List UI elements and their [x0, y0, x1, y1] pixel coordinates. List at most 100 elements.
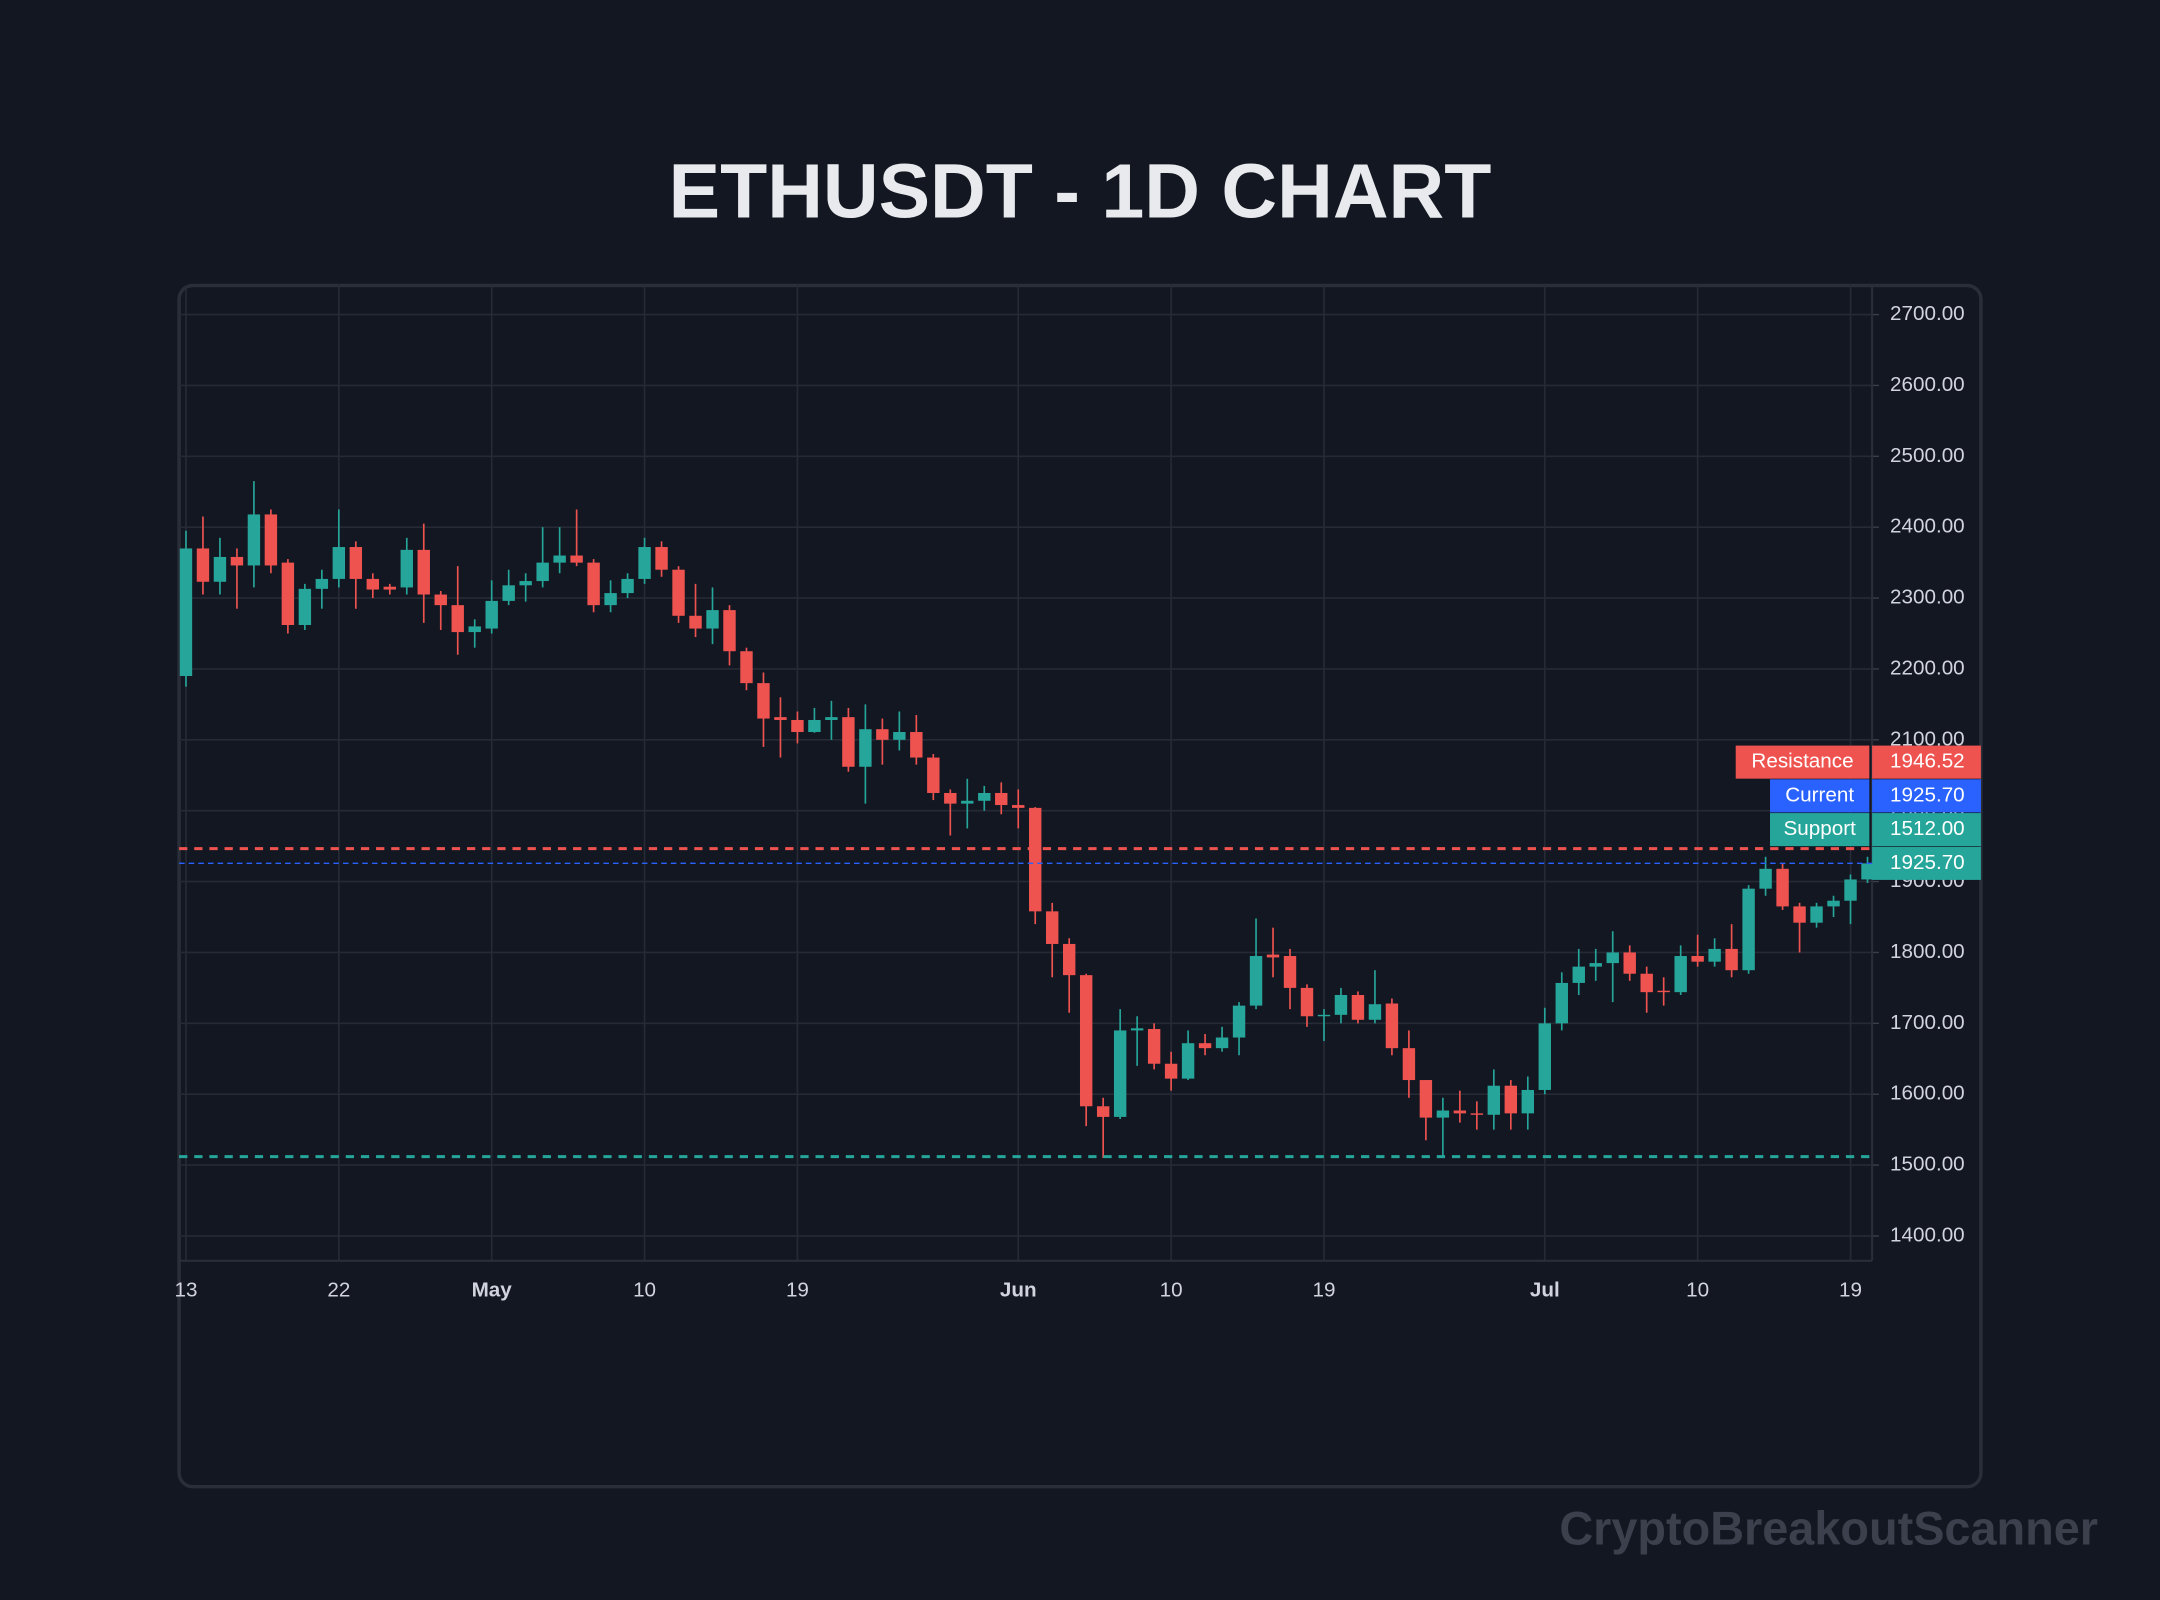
- watermark: CryptoBreakoutScanner: [1559, 1503, 2098, 1555]
- candle-body: [213, 556, 227, 582]
- candle-body: [1402, 1048, 1416, 1081]
- candle-body: [1589, 963, 1602, 967]
- candle-body: [1198, 1043, 1212, 1049]
- candle-body: [978, 792, 991, 801]
- candle-body: [1334, 994, 1348, 1015]
- candle-body: [1470, 1113, 1484, 1115]
- candle-body: [1844, 879, 1857, 901]
- candle-body: [1317, 1014, 1331, 1017]
- candle-body: [332, 547, 346, 579]
- candle-body: [349, 547, 363, 579]
- candle-body: [1351, 994, 1365, 1020]
- candle-body: [281, 562, 295, 625]
- candle-body: [570, 555, 583, 563]
- x-tick-label: 19: [786, 1279, 809, 1302]
- candle-body: [1012, 805, 1025, 808]
- candle-body: [604, 593, 617, 606]
- last-price-badge: [1872, 846, 1981, 880]
- candle-body: [1572, 966, 1585, 983]
- candle-body: [655, 547, 668, 570]
- candle-body: [1300, 987, 1314, 1017]
- candle-body: [927, 757, 940, 793]
- candle-body: [1606, 952, 1619, 964]
- y-tick-label: 2100.00: [1890, 727, 1965, 750]
- candle-body: [621, 578, 634, 594]
- candle-body: [1691, 956, 1704, 962]
- candle-body: [587, 562, 600, 606]
- candle-body: [1113, 1030, 1127, 1117]
- candle-body: [1096, 1106, 1110, 1117]
- candle-body: [1640, 973, 1653, 993]
- candle-body: [1623, 952, 1636, 974]
- level-value: 1925.70: [1890, 783, 1965, 806]
- candle-body: [1266, 954, 1280, 958]
- candle-body: [757, 683, 770, 719]
- candle-body: [383, 586, 396, 590]
- candle-body: [1368, 1004, 1382, 1020]
- level-name: Resistance: [1751, 750, 1853, 773]
- candle-body: [536, 562, 549, 582]
- candle-body: [1181, 1043, 1195, 1079]
- candle-body: [1283, 956, 1297, 988]
- x-tick-label: 10: [1160, 1279, 1183, 1302]
- candle-body: [451, 605, 464, 633]
- candle-body: [723, 610, 736, 652]
- y-tick-label: 2300.00: [1890, 586, 1965, 609]
- candle-body: [944, 792, 957, 804]
- candle-body: [1708, 948, 1721, 962]
- level-name-badge: [1735, 745, 1870, 779]
- y-tick-label: 1600.00: [1890, 1082, 1965, 1105]
- candle-body: [1232, 1005, 1246, 1038]
- x-tick-label: May: [472, 1279, 513, 1302]
- candle-body: [400, 549, 413, 588]
- candle-body: [1215, 1037, 1229, 1049]
- candle-body: [825, 717, 838, 720]
- candle-body: [1521, 1089, 1534, 1114]
- x-tick-label: Jul: [1530, 1279, 1560, 1302]
- candle-body: [230, 556, 244, 566]
- candle-body: [179, 548, 193, 677]
- candle-body: [298, 588, 312, 625]
- candle-body: [247, 514, 261, 566]
- candle-body: [740, 651, 753, 684]
- candle-body: [1725, 948, 1738, 971]
- candle-body: [706, 610, 719, 629]
- level-value-badge: [1872, 813, 1981, 847]
- candle-body: [1810, 906, 1823, 923]
- candle-body: [1147, 1029, 1161, 1064]
- chart-title: ETHUSDT - 1D CHART: [669, 149, 1492, 235]
- y-tick-label: 1800.00: [1890, 940, 1965, 963]
- candle-body: [893, 732, 906, 740]
- candle-body: [1538, 1023, 1551, 1090]
- x-tick-label: 13: [174, 1279, 197, 1302]
- candle-body: [434, 594, 447, 606]
- x-tick-label: 19: [1839, 1279, 1862, 1302]
- candle-body: [553, 555, 566, 563]
- candle-body: [1776, 868, 1789, 907]
- candle-body: [1861, 863, 1874, 880]
- candle-body: [1674, 956, 1687, 993]
- y-tick-label: 2200.00: [1890, 656, 1965, 679]
- candle-body: [417, 549, 430, 595]
- candle-body: [910, 732, 923, 758]
- level-value-badge: [1872, 745, 1981, 779]
- level-name-badge: [1770, 779, 1870, 813]
- candle-body: [468, 626, 481, 633]
- x-tick-label: 22: [327, 1279, 350, 1302]
- candle-body: [1742, 888, 1755, 971]
- y-tick-label: 2700.00: [1890, 302, 1965, 325]
- candle-body: [672, 569, 685, 616]
- candle-body: [502, 585, 515, 601]
- candle-body: [196, 548, 210, 582]
- candle-body: [1130, 1028, 1144, 1031]
- candle-body: [791, 719, 804, 733]
- candle-body: [1657, 990, 1670, 993]
- candle-body: [1249, 956, 1263, 1006]
- level-value: 1946.52: [1890, 750, 1965, 773]
- x-tick-label: Jun: [1000, 1279, 1037, 1302]
- candle-body: [264, 514, 278, 566]
- candle-body: [1385, 1003, 1399, 1049]
- candle-body: [1164, 1063, 1178, 1079]
